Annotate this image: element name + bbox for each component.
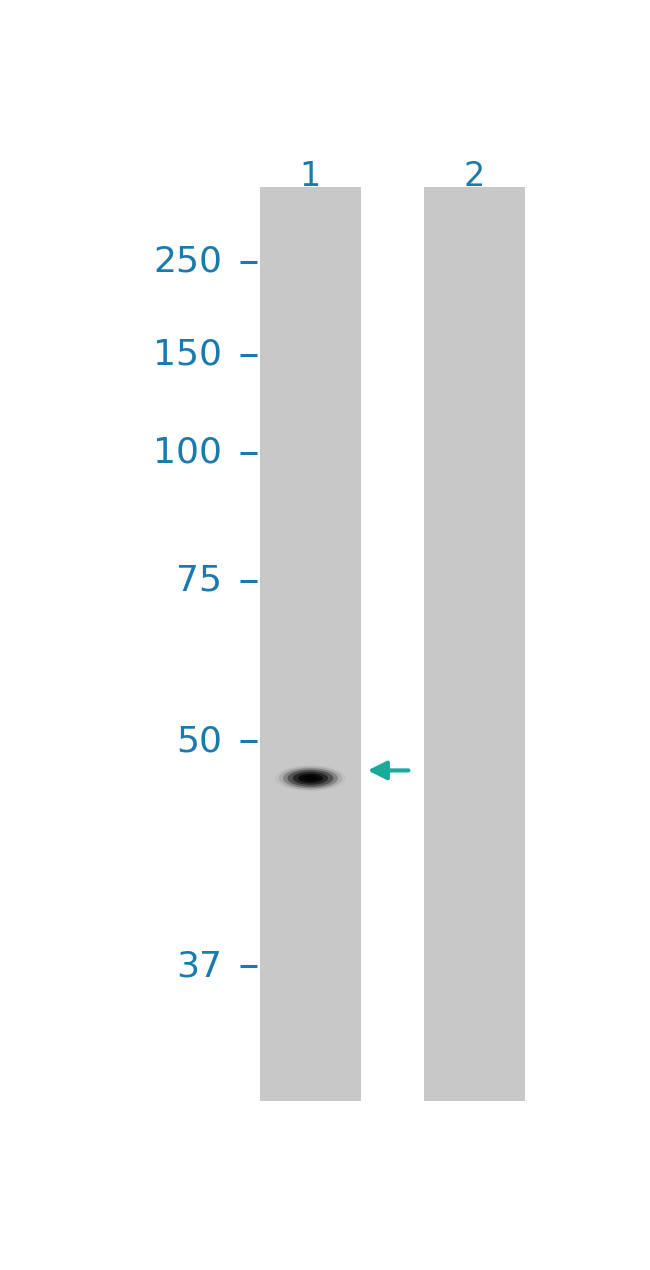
Text: 75: 75 xyxy=(176,564,222,598)
Text: 50: 50 xyxy=(176,724,222,758)
Ellipse shape xyxy=(292,772,328,785)
Text: 37: 37 xyxy=(176,949,222,983)
Text: 2: 2 xyxy=(463,160,485,193)
Text: 250: 250 xyxy=(153,245,222,279)
Ellipse shape xyxy=(287,770,333,786)
Ellipse shape xyxy=(283,768,338,789)
Bar xyxy=(424,187,525,1101)
Ellipse shape xyxy=(275,766,346,791)
Text: 150: 150 xyxy=(153,338,222,372)
Ellipse shape xyxy=(279,767,342,790)
Bar xyxy=(260,187,361,1101)
Ellipse shape xyxy=(298,773,323,782)
Ellipse shape xyxy=(304,776,317,781)
Text: 100: 100 xyxy=(153,436,222,470)
Text: 1: 1 xyxy=(300,160,321,193)
